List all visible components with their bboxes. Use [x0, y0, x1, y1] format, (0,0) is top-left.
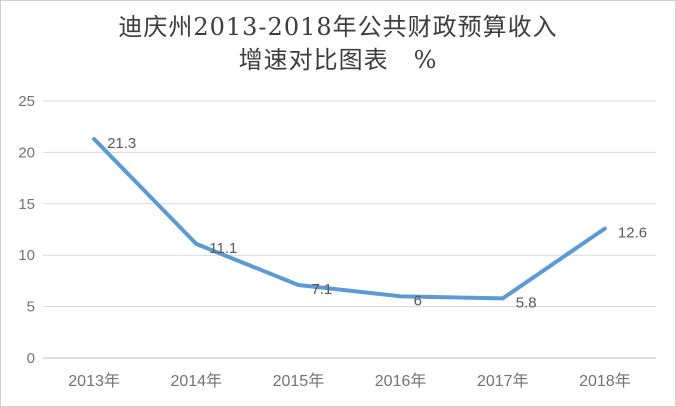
y-tick-label: 5 [27, 299, 35, 316]
x-category-label: 2013年 [68, 372, 120, 390]
series-line [92, 137, 607, 301]
y-tick-label: 15 [18, 196, 35, 213]
x-category-label: 2014年 [170, 372, 222, 390]
y-tick-label: 25 [18, 93, 35, 110]
x-category-label: 2018年 [579, 372, 631, 390]
chart-title: 迪庆州2013-2018年公共财政预算收入 增速对比图表 % [1, 11, 675, 77]
point-data-label: 21.3 [107, 135, 136, 152]
y-tick-label: 20 [18, 144, 35, 161]
point-data-label: 11.1 [209, 240, 237, 257]
point-data-label: 7.1 [311, 281, 332, 298]
chart-title-line1: 迪庆州2013-2018年公共财政预算收入 [118, 13, 558, 41]
point-data-label: 5.8 [516, 294, 537, 311]
x-category-label: 2016年 [375, 372, 427, 390]
point-data-label: 12.6 [618, 224, 647, 241]
point-data-label: 6 [414, 292, 422, 309]
y-tick-label: 0 [27, 350, 35, 367]
chart-title-line2: 增速对比图表 % [238, 46, 438, 74]
x-category-label: 2015年 [273, 372, 325, 390]
y-tick-label: 10 [18, 247, 35, 264]
x-category-label: 2017年 [477, 372, 529, 390]
